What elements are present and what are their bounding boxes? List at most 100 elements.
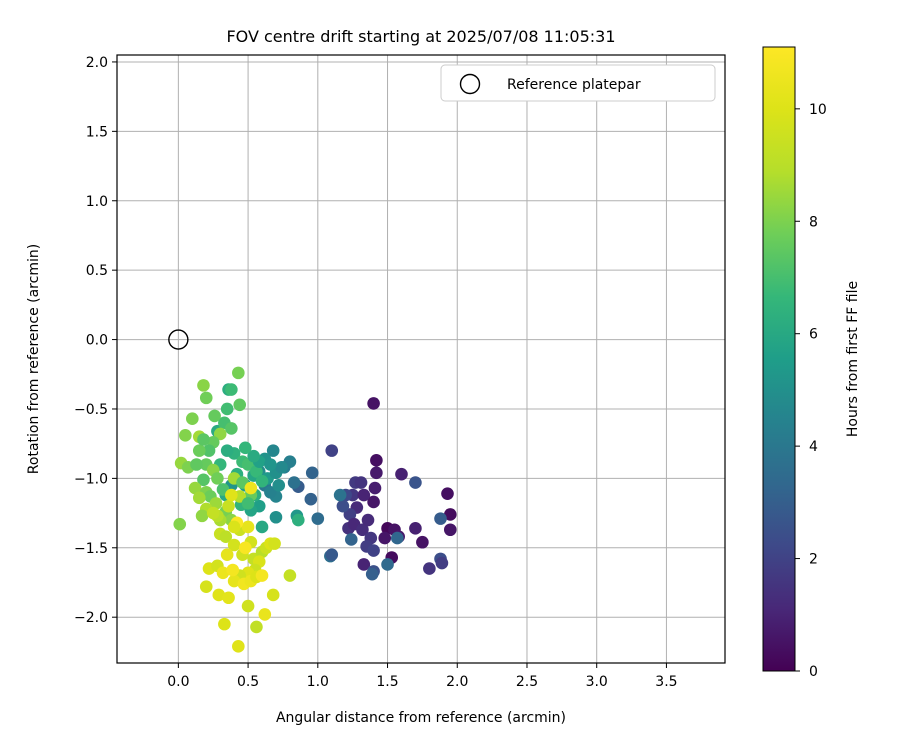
x-tick-label: 2.5	[516, 674, 538, 690]
data-point	[212, 588, 226, 602]
data-point	[344, 533, 358, 546]
data-point	[206, 506, 220, 520]
legend-box	[440, 64, 716, 102]
data-point	[343, 508, 357, 521]
data-point	[179, 429, 192, 442]
x-tick-label: 3.5	[655, 674, 677, 690]
data-point	[188, 481, 202, 495]
data-point	[443, 523, 457, 537]
data-point	[222, 499, 235, 513]
colorbar-tick-label: 8	[809, 214, 818, 230]
data-point	[202, 444, 216, 457]
data-point	[268, 537, 281, 550]
x-tick-label: 1.5	[376, 674, 398, 690]
x-tick-label: 1.0	[307, 674, 329, 690]
legend-entry-reference: Reference platepar	[507, 77, 641, 93]
data-point	[409, 476, 422, 489]
plot-area-frame	[116, 54, 726, 664]
data-point	[381, 558, 394, 571]
colorbar-tick-label: 10	[809, 102, 827, 118]
data-point	[283, 569, 297, 582]
data-point	[409, 522, 422, 535]
data-point	[368, 481, 382, 495]
y-tick-label: −0.5	[74, 402, 108, 418]
y-tick-label: 0.5	[86, 263, 108, 279]
colorbar-label: Hours from first FF file	[845, 281, 861, 437]
data-point	[336, 499, 350, 513]
data-point	[227, 520, 241, 534]
data-point	[367, 495, 380, 509]
data-point	[173, 517, 187, 531]
y-axis-label: Rotation from reference (arcmin)	[26, 244, 42, 474]
data-point	[250, 465, 263, 478]
data-point	[232, 366, 245, 380]
data-point	[304, 492, 318, 506]
colorbar-tick-label: 4	[809, 439, 818, 455]
data-point	[275, 460, 288, 474]
data-point	[390, 531, 404, 545]
y-tick-label: −1.5	[74, 541, 108, 557]
data-point	[357, 488, 371, 502]
x-axis-label: Angular distance from reference (arcmin)	[276, 710, 566, 726]
colorbar-tick-label: 6	[809, 327, 818, 343]
data-point	[225, 488, 238, 502]
legend-marker-reference	[459, 73, 481, 95]
data-point	[370, 466, 383, 480]
data-point	[443, 508, 457, 521]
data-point	[218, 617, 231, 631]
data-point	[232, 640, 245, 653]
data-point	[255, 520, 269, 534]
y-tick-label: −2.0	[74, 610, 108, 626]
data-point	[241, 497, 255, 510]
data-point	[197, 433, 210, 446]
colorbar: 0 2 4 6 8 10 Hours from first FF file	[762, 46, 861, 680]
data-point	[216, 566, 230, 580]
data-point	[220, 444, 234, 457]
y-axis-ticks: 2.0 1.5 1.0 0.5 0.0 −0.5 −1.0 −1.5 −2.0	[74, 55, 117, 626]
y-tick-label: 1.5	[86, 124, 108, 140]
data-point	[354, 476, 368, 489]
data-point	[244, 481, 258, 495]
data-point	[250, 620, 263, 634]
data-point	[269, 510, 283, 524]
data-point	[325, 548, 339, 562]
data-point	[186, 412, 199, 425]
data-point	[367, 397, 380, 410]
data-point	[311, 512, 325, 525]
reference-platepar-marker	[168, 329, 189, 350]
data-point	[195, 509, 209, 523]
data-point	[434, 512, 447, 525]
data-point	[258, 608, 272, 621]
data-points	[168, 329, 457, 653]
data-point	[367, 544, 380, 557]
colorbar-gradient	[762, 46, 796, 672]
data-point	[435, 556, 449, 570]
data-point	[209, 497, 223, 510]
data-point	[241, 520, 255, 534]
data-point	[238, 441, 252, 455]
data-point	[378, 531, 392, 545]
data-point	[247, 449, 260, 463]
data-point	[233, 398, 247, 412]
data-point	[192, 491, 206, 505]
data-point	[305, 466, 319, 480]
x-tick-label: 2.0	[446, 674, 468, 690]
data-point	[208, 409, 221, 423]
data-point	[395, 467, 408, 481]
x-tick-label: 0.5	[237, 674, 259, 690]
data-point	[197, 473, 210, 487]
data-point	[287, 476, 301, 489]
data-point	[357, 558, 371, 571]
y-tick-label: 2.0	[86, 55, 108, 71]
y-tick-label: 0.0	[86, 333, 108, 349]
data-point	[441, 487, 454, 500]
x-axis-ticks: 0.0 0.5 1.0 1.5 2.0 2.5 3.0 3.5	[167, 663, 678, 690]
data-point	[264, 485, 277, 499]
data-point	[227, 574, 241, 588]
data-point	[255, 474, 269, 488]
data-point	[225, 422, 238, 435]
y-tick-label: 1.0	[86, 194, 108, 210]
data-point	[199, 580, 213, 593]
